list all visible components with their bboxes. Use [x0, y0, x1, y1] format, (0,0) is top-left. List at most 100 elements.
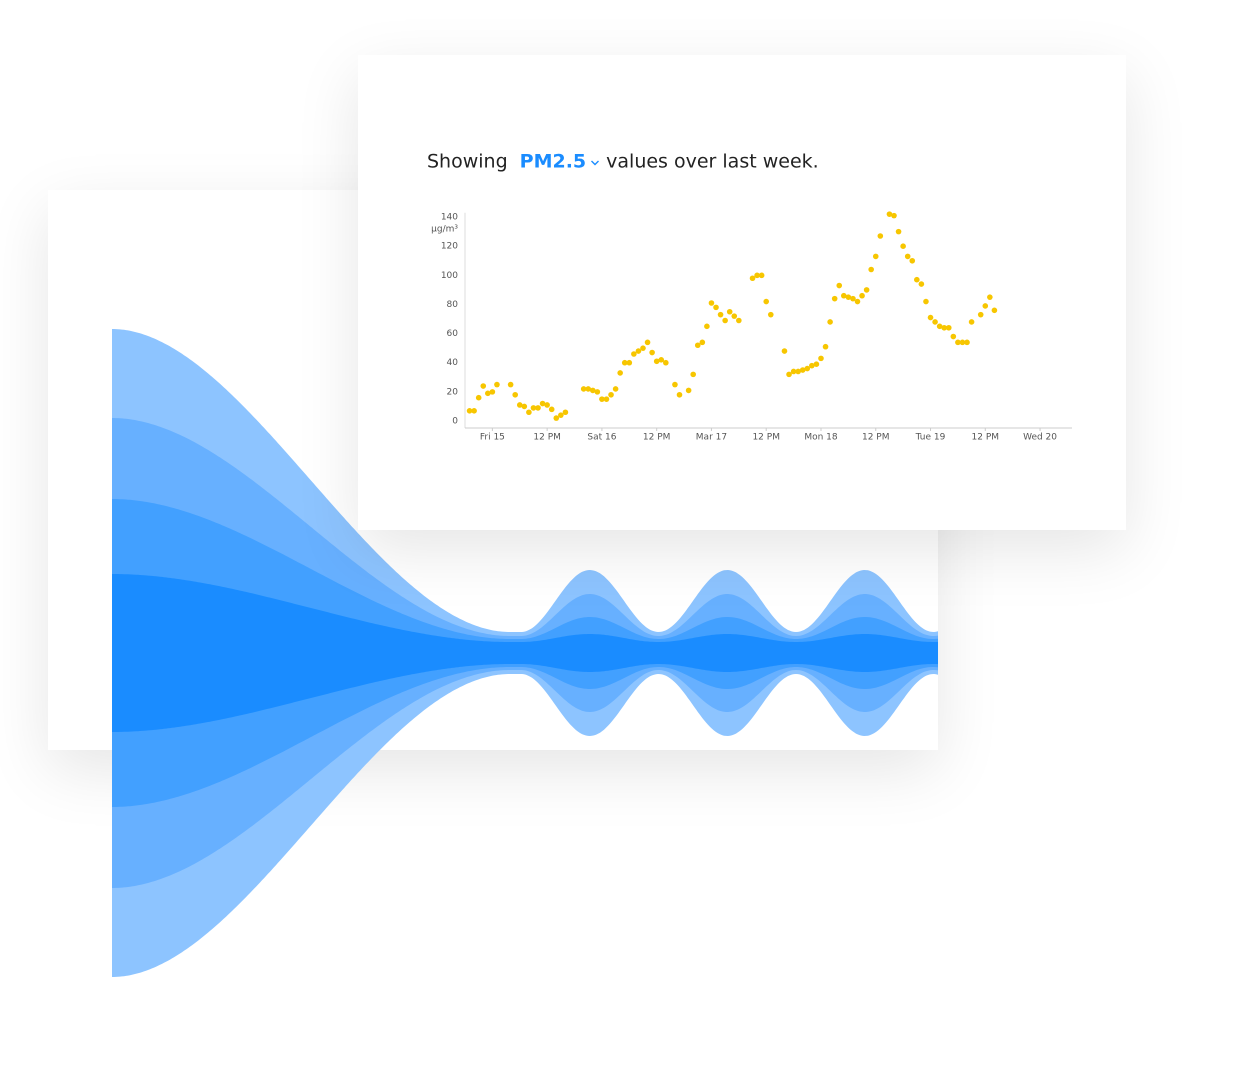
- data-point: [521, 403, 528, 410]
- data-point: [955, 339, 961, 346]
- data-point: [818, 355, 824, 362]
- data-point: [936, 323, 943, 330]
- data-point: [635, 348, 642, 354]
- data-point: [845, 294, 852, 300]
- data-point: [722, 317, 728, 324]
- metric-name[interactable]: PM2.5: [519, 150, 587, 173]
- data-point: [558, 412, 564, 418]
- data-point: [694, 342, 701, 349]
- data-point: [594, 389, 601, 395]
- data-point: [900, 243, 906, 250]
- data-point: [603, 396, 610, 402]
- data-point: [767, 311, 774, 318]
- y-tick-label: 140: [441, 213, 458, 223]
- y-tick-label: 60: [447, 329, 459, 339]
- x-tick-label: Wed 20: [1023, 433, 1057, 443]
- data-point: [644, 339, 651, 346]
- data-point: [945, 324, 952, 331]
- data-point: [599, 396, 605, 402]
- data-point: [964, 339, 970, 346]
- data-point: [580, 386, 587, 392]
- data-point: [708, 300, 715, 306]
- heading: Showing PM2.5 values over last week.: [427, 150, 819, 173]
- heading-prefix: Showing: [427, 150, 508, 173]
- data-point: [621, 359, 628, 366]
- data-point: [831, 295, 838, 302]
- y-tick-label: 120: [441, 242, 458, 252]
- y-tick-label: 80: [447, 300, 459, 310]
- y-tick-label: 0: [452, 417, 458, 427]
- data-point: [685, 387, 692, 394]
- data-point: [562, 409, 569, 416]
- data-point: [895, 228, 902, 235]
- data-point: [950, 333, 957, 340]
- heading-suffix: values over last week.: [606, 150, 819, 173]
- data-point: [589, 387, 596, 394]
- data-point: [704, 323, 710, 330]
- data-point: [507, 381, 514, 388]
- data-point: [872, 253, 879, 260]
- data-point: [987, 294, 993, 300]
- data-point: [608, 391, 614, 398]
- data-point: [516, 402, 523, 408]
- x-tick-label: 12 PM: [533, 433, 561, 443]
- data-point: [530, 405, 537, 411]
- y-tick-label: 20: [447, 387, 459, 397]
- data-point: [553, 415, 560, 421]
- data-point: [690, 371, 696, 378]
- data-point: [932, 319, 938, 325]
- x-tick-label: 12 PM: [643, 433, 671, 443]
- data-point: [941, 324, 948, 331]
- data-point: [799, 367, 806, 373]
- data-point: [494, 381, 500, 388]
- data-point: [868, 266, 874, 273]
- data-point: [672, 381, 678, 388]
- data-point: [927, 314, 934, 321]
- x-tick-label: Tue 19: [915, 433, 946, 443]
- data-point: [539, 400, 546, 407]
- data-point: [649, 349, 655, 356]
- data-point: [959, 339, 966, 346]
- data-point: [790, 368, 797, 375]
- data-point: [475, 394, 482, 401]
- data-point: [585, 386, 592, 392]
- data-point: [813, 361, 820, 367]
- data-point: [886, 211, 893, 217]
- data-point: [850, 295, 856, 302]
- data-point: [480, 383, 487, 389]
- data-point: [489, 389, 496, 395]
- data-point: [713, 304, 719, 311]
- data-point: [658, 357, 665, 363]
- data-point: [663, 359, 669, 366]
- x-tick-label: 12 PM: [862, 433, 890, 443]
- chevron[interactable]: [590, 159, 600, 167]
- data-point: [485, 390, 491, 397]
- data-point: [640, 345, 646, 351]
- data-point: [749, 275, 756, 282]
- data-point: [754, 272, 760, 279]
- data-point: [781, 348, 788, 354]
- stream-layer: [112, 574, 938, 732]
- data-point: [968, 319, 975, 325]
- data-point: [763, 298, 770, 305]
- data-point: [676, 391, 683, 398]
- metric-selector[interactable]: PM2.5: [519, 150, 601, 173]
- data-point: [904, 253, 911, 260]
- data-point: [653, 358, 660, 365]
- data-point: [914, 276, 920, 283]
- x-tick-label: Mon 18: [804, 433, 838, 443]
- data-point: [836, 282, 843, 289]
- y-axis-label: µg/m³: [431, 225, 458, 235]
- data-point: [758, 272, 765, 279]
- data-point: [544, 402, 550, 408]
- data-point: [717, 311, 724, 318]
- data-point: [804, 365, 811, 372]
- data-point: [977, 311, 984, 318]
- data-point: [991, 307, 998, 314]
- x-tick-label: Sat 16: [587, 433, 616, 443]
- data-point: [918, 281, 925, 287]
- data-point: [827, 319, 833, 325]
- data-point: [626, 359, 633, 366]
- data-point: [863, 287, 870, 293]
